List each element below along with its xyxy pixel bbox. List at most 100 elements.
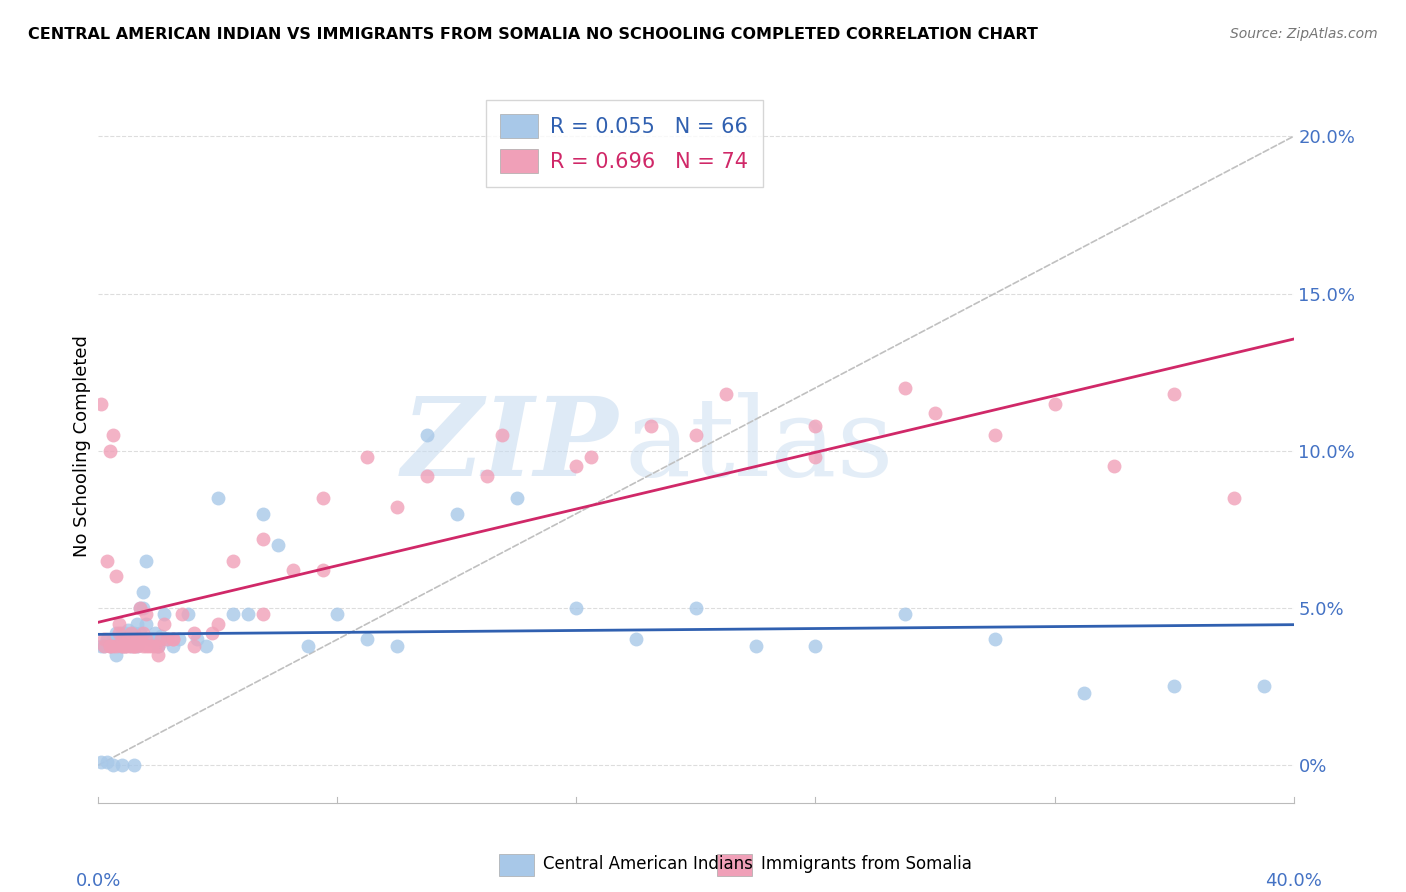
- Point: [385, 500, 409, 515]
- Point: [138, 639, 160, 653]
- Point: [96, 554, 118, 568]
- Point: [114, 639, 136, 653]
- Point: [183, 626, 205, 640]
- Point: [132, 585, 155, 599]
- Point: [108, 639, 131, 653]
- Point: [148, 639, 170, 653]
- Point: [135, 639, 157, 653]
- Point: [93, 632, 115, 647]
- Point: [117, 623, 139, 637]
- Point: [117, 632, 139, 647]
- Point: [124, 632, 146, 647]
- Point: [132, 626, 155, 640]
- Point: [108, 632, 131, 647]
- Point: [475, 468, 498, 483]
- Point: [186, 632, 208, 647]
- Point: [252, 507, 274, 521]
- Point: [105, 639, 128, 653]
- Point: [153, 607, 176, 622]
- Point: [117, 639, 139, 653]
- Point: [105, 648, 128, 662]
- Point: [111, 626, 134, 640]
- Point: [93, 639, 115, 653]
- Text: Immigrants from Somalia: Immigrants from Somalia: [761, 855, 972, 873]
- Point: [111, 758, 134, 772]
- Point: [150, 629, 173, 643]
- Point: [162, 632, 184, 647]
- Point: [96, 632, 118, 647]
- Point: [1043, 396, 1066, 410]
- Point: [804, 639, 827, 653]
- Point: [148, 639, 170, 653]
- Point: [108, 626, 131, 640]
- Point: [1163, 680, 1185, 694]
- Point: [311, 563, 333, 577]
- Point: [90, 755, 112, 769]
- Point: [207, 491, 229, 505]
- Point: [565, 600, 588, 615]
- Point: [222, 607, 245, 622]
- Point: [114, 639, 136, 653]
- Point: [162, 632, 184, 647]
- Point: [148, 648, 170, 662]
- Point: [1223, 491, 1246, 505]
- Point: [132, 639, 155, 653]
- Point: [143, 626, 166, 640]
- Y-axis label: No Schooling Completed: No Schooling Completed: [73, 335, 91, 557]
- Text: 40.0%: 40.0%: [1265, 872, 1322, 890]
- Point: [804, 450, 827, 464]
- Point: [141, 639, 163, 653]
- Point: [120, 626, 142, 640]
- Point: [132, 600, 155, 615]
- Point: [111, 632, 134, 647]
- Point: [100, 639, 122, 653]
- Point: [1104, 459, 1126, 474]
- Point: [127, 639, 149, 653]
- Point: [135, 632, 157, 647]
- Point: [714, 387, 737, 401]
- Point: [252, 532, 274, 546]
- Point: [565, 459, 588, 474]
- Point: [745, 639, 768, 653]
- Point: [804, 418, 827, 433]
- Point: [267, 538, 290, 552]
- Point: [105, 569, 128, 583]
- Point: [129, 600, 152, 615]
- Point: [135, 554, 157, 568]
- Point: [685, 428, 707, 442]
- Legend: R = 0.055   N = 66, R = 0.696   N = 74: R = 0.055 N = 66, R = 0.696 N = 74: [485, 100, 763, 187]
- Point: [108, 616, 131, 631]
- Point: [120, 639, 142, 653]
- Point: [148, 639, 170, 653]
- Point: [446, 507, 468, 521]
- Point: [153, 616, 176, 631]
- Point: [311, 491, 333, 505]
- Point: [100, 639, 122, 653]
- Point: [236, 607, 259, 622]
- Text: Source: ZipAtlas.com: Source: ZipAtlas.com: [1230, 27, 1378, 41]
- Point: [626, 632, 648, 647]
- Point: [93, 639, 115, 653]
- Point: [640, 418, 662, 433]
- Point: [127, 639, 149, 653]
- Point: [129, 632, 152, 647]
- Point: [222, 554, 245, 568]
- Point: [105, 626, 128, 640]
- Point: [326, 607, 349, 622]
- Point: [506, 491, 529, 505]
- Point: [127, 616, 149, 631]
- Text: CENTRAL AMERICAN INDIAN VS IMMIGRANTS FROM SOMALIA NO SCHOOLING COMPLETED CORREL: CENTRAL AMERICAN INDIAN VS IMMIGRANTS FR…: [28, 27, 1038, 42]
- Point: [356, 450, 378, 464]
- Point: [135, 616, 157, 631]
- Point: [167, 632, 190, 647]
- Point: [124, 639, 146, 653]
- Point: [114, 626, 136, 640]
- Point: [416, 428, 439, 442]
- Point: [103, 758, 125, 772]
- Point: [183, 639, 205, 653]
- Point: [100, 639, 122, 653]
- Point: [114, 639, 136, 653]
- Point: [894, 607, 917, 622]
- Point: [894, 381, 917, 395]
- Point: [129, 626, 152, 640]
